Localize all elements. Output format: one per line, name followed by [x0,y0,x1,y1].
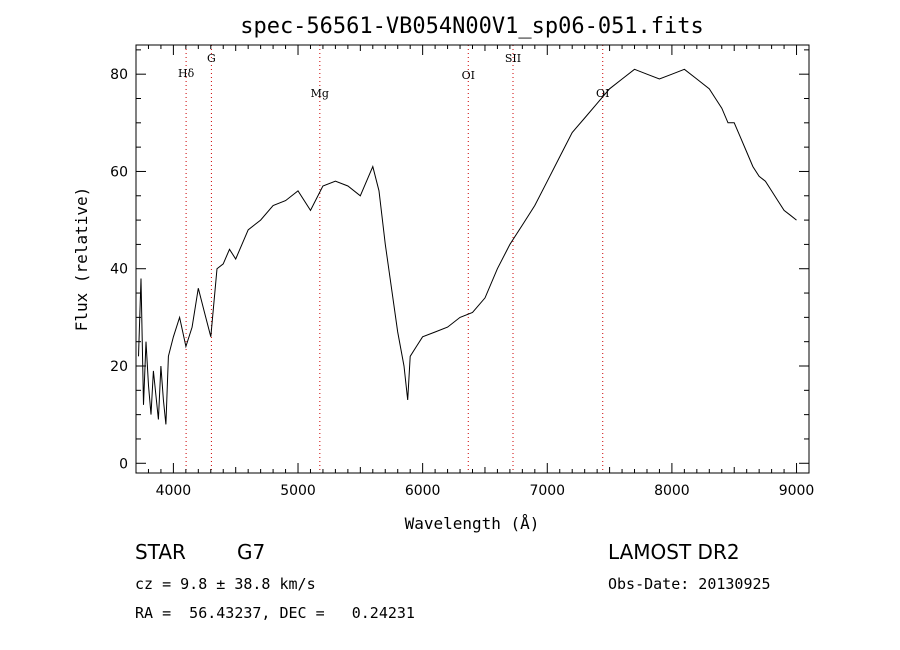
x-tick-label: 4000 [156,483,192,499]
plot-frame [135,44,810,474]
x-tick-label: 8000 [654,483,690,499]
x-tick-label: 5000 [280,483,316,499]
survey-name: LAMOST DR2 [608,540,740,564]
axis-ticks [135,45,810,473]
x-tick-label: 7000 [529,483,565,499]
y-axis-label: Flux (relative) [72,187,91,332]
chart-title: spec-56561-VB054N00V1_sp06-051.fits [240,14,704,39]
redshift-info: cz = 9.8 ± 38.8 km/s [135,575,316,593]
spectral-line-label: G [207,52,216,65]
spectral-line-label: OI [462,69,475,82]
coordinates: RA = 56.43237, DEC = 0.24231 [135,604,415,622]
spectral-line-markers: Hδ G Mg OI SII OI [178,45,609,473]
y-tick-label: 40 [110,262,128,278]
spectral-line-label: Mg [311,87,329,100]
x-axis-label: Wavelength (Å) [405,514,540,533]
spectrum-line [138,68,797,425]
spectral-line-label: SII [505,52,521,65]
y-tick-label: 20 [110,359,128,375]
y-tick-labels: 0 20 40 60 80 [110,67,128,472]
spectral-line-label: OI [596,87,609,100]
obs-date: Obs-Date: 20130925 [608,575,771,593]
object-type: STAR [135,540,186,564]
y-tick-label: 80 [110,67,128,83]
x-tick-labels: 4000 5000 6000 7000 8000 9000 [156,483,815,499]
spectral-class: G7 [237,540,266,564]
spectral-line-label: Hδ [178,67,195,80]
x-tick-label: 6000 [405,483,441,499]
y-tick-label: 0 [119,456,128,472]
x-tick-label: 9000 [779,483,815,499]
y-tick-label: 60 [110,164,128,180]
